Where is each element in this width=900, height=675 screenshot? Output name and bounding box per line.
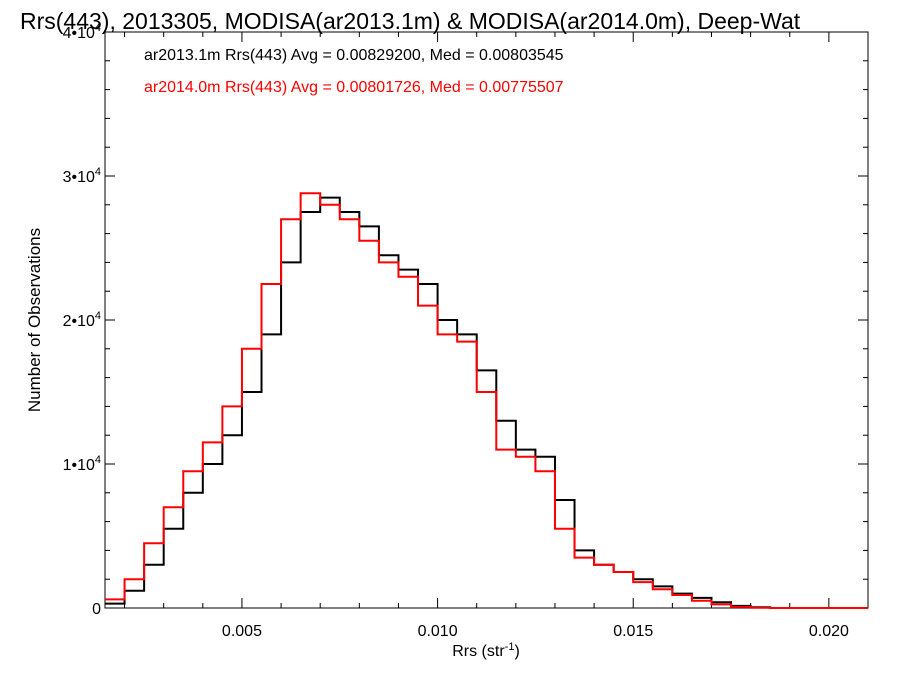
y-axis-label: Number of Observations (25, 228, 44, 412)
x-tick-label: 0.010 (418, 623, 458, 640)
x-axis-label: Rrs (str-1) (452, 641, 520, 660)
legend-entry-1: ar2013.1m Rrs(443) Avg = 0.00829200, Med… (144, 47, 564, 64)
x-tick-label: 0.005 (222, 623, 262, 640)
y-tick-label: 3•104 (63, 166, 101, 186)
x-tick-label: 0.020 (809, 623, 849, 640)
series-line-2 (105, 192, 868, 609)
y-tick-label: 2•104 (63, 310, 101, 330)
chart-title: Rrs(443), 2013305, MODISA(ar2013.1m) & M… (20, 8, 801, 34)
series-line-1 (105, 196, 868, 609)
plot-frame (104, 31, 869, 609)
y-axis-ticks: 0 1•104 2•104 3•104 4•104 (63, 22, 868, 618)
x-axis-ticks: 0.005 0.010 0.015 0.020 (124, 32, 869, 640)
series-layer (105, 192, 868, 609)
y-tick-label: 0 (92, 601, 101, 618)
x-tick-label: 0.015 (613, 623, 653, 640)
y-tick-label: 4•104 (63, 22, 101, 42)
legend-entry-2: ar2014.0m Rrs(443) Avg = 0.00801726, Med… (144, 79, 564, 96)
y-tick-label: 1•104 (63, 454, 101, 474)
